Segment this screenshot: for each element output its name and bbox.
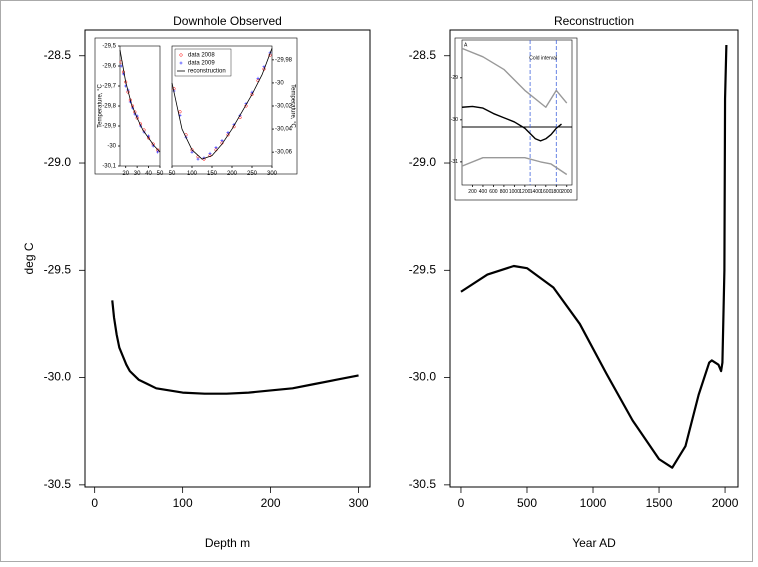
x-tick-label: 800	[500, 189, 509, 195]
data-line	[460, 44, 728, 469]
y-tick-label: -29.0	[409, 155, 437, 169]
y2-axis-label: Temperature, °C	[289, 84, 295, 128]
y-tick-label: -29	[451, 75, 458, 81]
x-tick-label: 100	[187, 171, 198, 177]
y-tick-label: -30.0	[409, 370, 437, 384]
y-tick-label: -30.5	[44, 477, 72, 491]
x-tick-label: 20	[122, 171, 129, 177]
legend-box	[174, 48, 232, 77]
y-tick-label: -29,7	[102, 84, 116, 90]
x-tick-label: 0	[458, 496, 465, 510]
x-tick-label: 30	[134, 171, 141, 177]
y-tick-label: -30.0	[44, 370, 72, 384]
x-tick-label: 1000	[580, 496, 607, 510]
x-axis-label: Year AD	[572, 536, 616, 550]
plot-frame	[461, 39, 573, 186]
legend-label: reconstruction	[188, 69, 226, 75]
data-point	[190, 150, 194, 154]
x-tick-label: 300	[267, 171, 278, 177]
legend-marker	[179, 53, 183, 57]
y-tick-label: -29,5	[102, 44, 116, 50]
y-tick-label: -29.5	[44, 262, 72, 276]
y-tick-label: -30	[107, 144, 116, 150]
y-tick-label: -29,9	[102, 124, 116, 130]
data-line	[111, 300, 359, 395]
x-tick-label: 2000	[712, 496, 739, 510]
y-tick-label: -30	[451, 117, 458, 123]
data-line	[461, 47, 568, 108]
x-tick-label: 200	[227, 171, 238, 177]
data-point	[178, 110, 182, 114]
plot-frame	[449, 29, 739, 488]
x-tick-label: 500	[517, 496, 537, 510]
annotation: Cold interval	[529, 55, 557, 61]
y-tick-label: -29,8	[102, 104, 116, 110]
legend-label: data 2009	[188, 61, 215, 67]
data-line	[461, 156, 568, 176]
y-tick-label: -28.5	[44, 48, 72, 62]
x-tick-label: 1500	[646, 496, 673, 510]
y2-tick-label: -30	[275, 81, 284, 87]
x-tick-label: 200	[468, 189, 477, 195]
y-tick-label: -28.5	[409, 48, 437, 62]
plot-frame	[84, 29, 371, 488]
x-tick-label: 50	[157, 171, 164, 177]
x-tick-label: 1800	[551, 189, 562, 195]
annotation: A	[464, 42, 468, 48]
x-tick-label: 150	[207, 171, 218, 177]
x-tick-label: 600	[489, 189, 498, 195]
y-tick-label: -31	[451, 159, 458, 165]
x-tick-label: 1400	[530, 189, 541, 195]
x-tick-label: 1000	[509, 189, 520, 195]
x-tick-label: 0	[91, 496, 98, 510]
x-tick-label: 1600	[540, 189, 551, 195]
y-axis-label: deg C	[22, 242, 36, 274]
data-line	[119, 49, 161, 153]
data-point	[214, 146, 218, 150]
y-tick-label: -30.5	[409, 477, 437, 491]
data-point	[156, 150, 160, 154]
y2-tick-label: -30,02	[275, 104, 293, 110]
legend-label: data 2008	[188, 53, 215, 59]
data-point	[220, 139, 224, 143]
data-point	[196, 157, 200, 161]
chart-title: Downhole Observed	[173, 14, 282, 28]
y2-tick-label: -29,98	[275, 57, 293, 63]
data-line	[171, 48, 273, 160]
x-tick-label: 1200	[519, 189, 530, 195]
data-point	[256, 76, 260, 80]
x-tick-label: 200	[261, 496, 281, 510]
data-point	[208, 151, 212, 155]
y2-tick-label: -30,04	[275, 127, 293, 133]
x-tick-label: 40	[145, 171, 152, 177]
y-tick-label: -29.0	[44, 155, 72, 169]
data-line	[461, 105, 562, 142]
inset-frame	[454, 37, 578, 201]
x-tick-label: 300	[349, 496, 369, 510]
y-axis-label: Temperature, °C	[98, 83, 104, 127]
data-point	[226, 131, 230, 135]
legend-marker	[179, 61, 183, 65]
x-tick-label: 250	[247, 171, 258, 177]
x-tick-label: 100	[173, 496, 193, 510]
y-tick-label: -30,1	[102, 164, 116, 170]
y-tick-label: -29,6	[102, 64, 116, 70]
y2-tick-label: -30,06	[275, 150, 293, 156]
chart-title: Reconstruction	[554, 14, 634, 28]
x-tick-label: 2000	[561, 189, 572, 195]
x-tick-label: 400	[479, 189, 488, 195]
x-axis-label: Depth m	[205, 536, 250, 550]
x-tick-label: 50	[169, 171, 176, 177]
data-point	[119, 64, 123, 68]
y-tick-label: -29.5	[409, 262, 437, 276]
